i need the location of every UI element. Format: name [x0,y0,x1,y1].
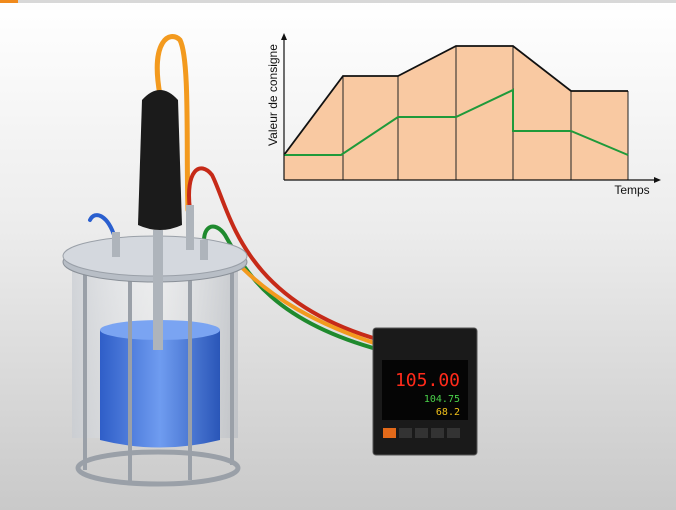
support-rods [83,265,234,482]
port [112,232,120,257]
process-value-line [284,88,629,156]
display-value: 68.2 [436,407,460,418]
probe-head [138,90,182,230]
controller-screen [382,360,468,420]
setpoint-profile [283,45,628,156]
top-rule [0,0,676,3]
x-axis-label: Temps [614,183,649,197]
y-axis-arrow [281,33,287,40]
base-ring [75,449,241,487]
wires [88,34,382,352]
display-value: 105.00 [395,370,460,391]
x-axis-arrow [654,177,661,183]
port [186,205,194,250]
accent-bar [0,0,18,3]
controller-buttons [383,428,460,438]
y-axis-label: Valeur de consigne [266,44,280,146]
probe-shaft [153,230,163,350]
display-value: 104.75 [424,394,460,405]
port [200,240,208,260]
segment-dividers [342,46,629,180]
